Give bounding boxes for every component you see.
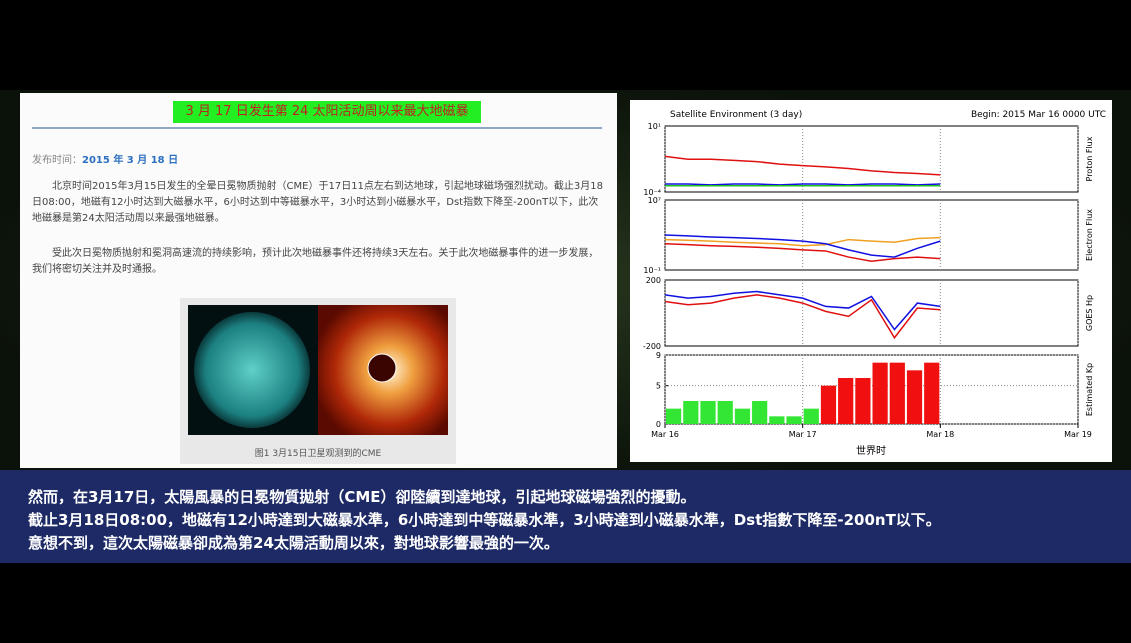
y-tick-label: 200 bbox=[646, 276, 661, 285]
data-line bbox=[664, 236, 941, 247]
caption-line: 截止3月18日08:00，地磁有12小時達到大磁暴水準，6小時達到中等磁暴水準，… bbox=[28, 511, 941, 529]
kp-bar bbox=[683, 401, 699, 424]
kp-bar bbox=[666, 408, 682, 424]
paragraph: 北京时间2015年3月15日发生的全晕日冕物质抛射（CME）于17日11点左右到… bbox=[32, 181, 604, 224]
chart-begin: Begin: 2015 Mar 16 0000 UTC bbox=[971, 110, 1106, 120]
caption-line: 意想不到，這次太陽磁暴卻成為第24太陽活動周以來，對地球影響最強的一次。 bbox=[28, 534, 559, 552]
kp-bar bbox=[906, 370, 923, 424]
data-line bbox=[664, 290, 941, 331]
kp-bar bbox=[803, 408, 819, 424]
chart-title: Satellite Environment (3 day) bbox=[670, 110, 802, 120]
y-tick-label: 9 bbox=[656, 351, 661, 360]
article: 3 月 17 日发生第 24 太阳活动周以来最大地磁暴 发布时间：2015 年 … bbox=[20, 93, 617, 468]
x-axis-label: 世界时 bbox=[856, 445, 886, 457]
y-tick-label: 10¹ bbox=[648, 122, 661, 131]
title-rule bbox=[32, 127, 602, 129]
paragraph: 受此次日冕物质抛射和冕洞高速流的持续影响，预计此次地磁暴事件还将持续3天左右。关… bbox=[32, 248, 599, 275]
caption-band: 然而，在3月17日，太陽風暴的日冕物質拋射（CME）卻陸續到達地球，引起地球磁場… bbox=[0, 470, 1131, 563]
occulter bbox=[367, 353, 397, 383]
x-tick-label: Mar 19 bbox=[1064, 430, 1092, 439]
data-line bbox=[664, 294, 941, 340]
data-line bbox=[664, 234, 941, 258]
x-tick-label: Mar 17 bbox=[789, 430, 817, 439]
article-title: 3 月 17 日发生第 24 太阳活动周以来最大地磁暴 bbox=[173, 101, 481, 123]
data-line bbox=[664, 155, 941, 176]
y-axis-label: GOES Hp bbox=[1085, 295, 1094, 331]
date-line: 发布时间：2015 年 3 月 18 日 bbox=[32, 151, 178, 166]
kp-bar bbox=[700, 401, 716, 424]
kp-bar bbox=[838, 378, 854, 424]
data-line bbox=[665, 183, 941, 186]
y-tick-label: 10⁻⁴ bbox=[643, 188, 661, 197]
x-tick-label: Mar 16 bbox=[651, 430, 679, 439]
y-axis-label: Proton Flux bbox=[1085, 136, 1094, 181]
plot-frame bbox=[664, 354, 1079, 425]
date: 2015 年 3 月 18 日 bbox=[82, 155, 179, 166]
plot-frame bbox=[664, 125, 1079, 193]
plot-frame bbox=[664, 199, 1079, 271]
kp-bar bbox=[889, 362, 905, 424]
caption-line: 然而，在3月17日，太陽風暴的日冕物質拋射（CME）卻陸續到達地球，引起地球磁場… bbox=[28, 488, 696, 506]
chart: Satellite Environment (3 day) Begin: 201… bbox=[643, 110, 1106, 457]
y-tick-label: 10⁷ bbox=[648, 196, 661, 205]
figure: 图1 3月15日卫星观测到的CME bbox=[180, 298, 456, 464]
kp-bar bbox=[855, 378, 871, 424]
x-tick-label: Mar 18 bbox=[926, 430, 954, 439]
kp-bar bbox=[752, 401, 768, 424]
y-tick-label: -200 bbox=[643, 342, 661, 351]
data-line bbox=[664, 243, 941, 263]
kp-bar bbox=[924, 362, 940, 424]
y-tick-label: 0 bbox=[656, 420, 661, 429]
kp-bar bbox=[717, 401, 733, 424]
y-axis-label: Estimated Kp bbox=[1085, 363, 1094, 416]
kp-bar bbox=[820, 385, 837, 424]
sun-disk bbox=[194, 312, 310, 428]
plot-frame bbox=[664, 279, 1079, 347]
kp-bar bbox=[734, 408, 751, 424]
y-axis-label: Electron Flux bbox=[1085, 209, 1094, 261]
date-label: 发布时间： bbox=[32, 155, 82, 166]
y-tick-label: 5 bbox=[656, 382, 661, 391]
kp-bar bbox=[872, 362, 888, 424]
kp-bar bbox=[786, 416, 802, 424]
y-tick-label: 10⁻¹ bbox=[643, 266, 661, 275]
cme-images bbox=[188, 305, 448, 435]
figure-caption: 图1 3月15日卫星观测到的CME bbox=[254, 449, 382, 459]
chart-panel: Satellite Environment (3 day) Begin: 201… bbox=[630, 100, 1112, 462]
kp-bar bbox=[769, 416, 785, 424]
